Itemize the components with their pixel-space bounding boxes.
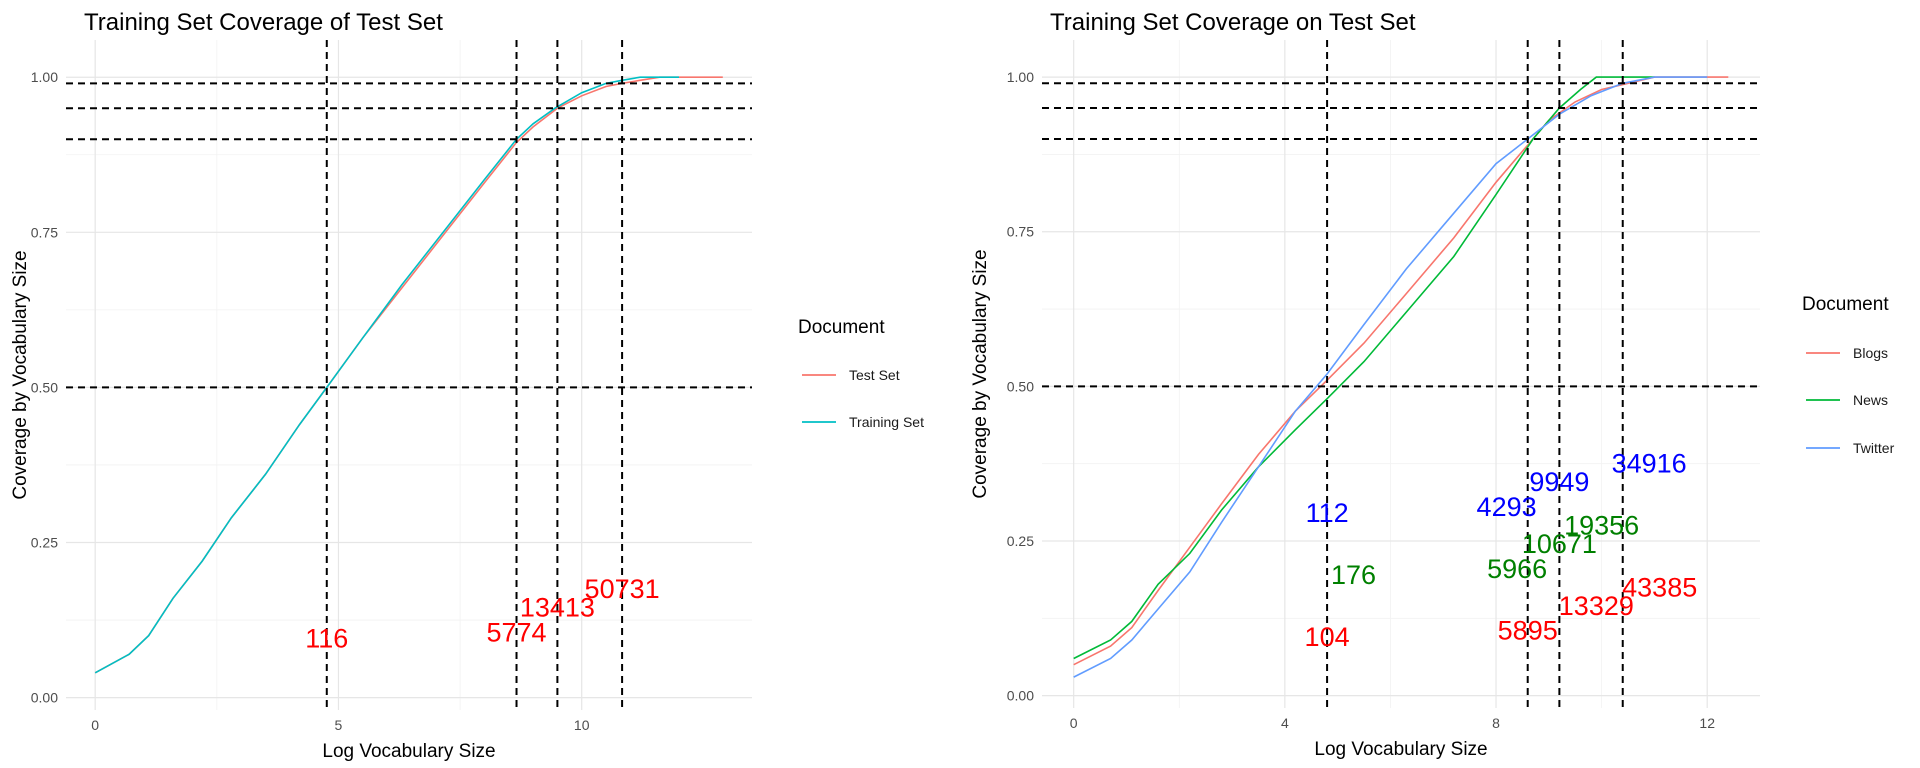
y-tick-label: 0.00 (1007, 688, 1034, 704)
y-tick-label: 1.00 (1007, 69, 1034, 85)
annotation-label: 13413 (520, 593, 595, 623)
legend-title: Document (1802, 294, 1889, 315)
annotation-label: 34916 (1612, 449, 1687, 479)
annotation-label: 43385 (1622, 572, 1697, 602)
annotation-label: 13329 (1559, 591, 1634, 621)
annotation-label: 104 (1305, 622, 1350, 652)
annotation-label: 50731 (585, 574, 660, 604)
grid (1042, 40, 1760, 708)
annotation-label: 116 (305, 624, 348, 654)
x-tick-label: 12 (1699, 715, 1715, 731)
annotation-label: 9949 (1529, 467, 1589, 497)
x-tick-label: 0 (91, 717, 99, 733)
y-axis-title: Coverage by Vocabulary Size (970, 249, 991, 498)
y-tick-label: 0.75 (1007, 224, 1034, 240)
annotation-label: 19356 (1564, 511, 1639, 541)
x-axis-title: Log Vocabulary Size (1314, 739, 1487, 760)
annotation-label: 5895 (1498, 616, 1558, 646)
annotation-label: 5774 (486, 617, 546, 647)
legend-label: Training Set (849, 414, 924, 430)
y-tick-label: 0.50 (1007, 378, 1034, 394)
right-chart-panel: 104 5895 13329 43385 176 5966 10671 19356 112 429… (960, 0, 1920, 768)
y-tick-label: 0.25 (31, 535, 58, 551)
y-tick-label: 1.00 (31, 69, 58, 85)
annotation-label: 4293 (1477, 492, 1537, 522)
legend-title: Document (798, 317, 885, 338)
x-tick-label: 4 (1281, 715, 1289, 731)
series-line-training-set (94, 76, 679, 674)
legend-label: News (1853, 392, 1888, 408)
grid (66, 40, 752, 710)
x-tick-label: 0 (1070, 715, 1078, 731)
chart-title: Training Set Coverage on Test Set (1050, 9, 1416, 36)
left-chart-panel: 116 5774 13413 50731 0 5 10 0.00 0.25 0.50 0.75 1.0… (10, 9, 924, 762)
legend-label: Twitter (1853, 440, 1895, 456)
chart-title: Training Set Coverage of Test Set (84, 9, 443, 36)
annotation-label: 10671 (1522, 529, 1597, 559)
y-tick-label: 0.50 (31, 379, 58, 395)
series-line-twitter (1073, 76, 1708, 678)
legend-label: Blogs (1853, 345, 1888, 361)
annotation-label: 5966 (1487, 554, 1547, 584)
legend: Document Blogs News Twitter (1802, 294, 1895, 456)
series-line-news (1073, 76, 1655, 660)
annotation-label: 176 (1331, 560, 1376, 590)
legend: Document Test Set Training Set (798, 317, 924, 430)
y-tick-label: 0.25 (1007, 533, 1034, 549)
annotation-label: 112 (1306, 498, 1349, 528)
x-tick-label: 10 (574, 717, 590, 733)
x-tick-label: 8 (1492, 715, 1500, 731)
legend-label: Test Set (849, 367, 900, 383)
y-tick-label: 0.00 (31, 690, 58, 706)
x-tick-label: 5 (335, 717, 343, 733)
y-axis-title: Coverage by Vocabulary Size (10, 250, 31, 499)
x-axis-title: Log Vocabulary Size (322, 741, 495, 762)
y-tick-label: 0.75 (31, 224, 58, 240)
